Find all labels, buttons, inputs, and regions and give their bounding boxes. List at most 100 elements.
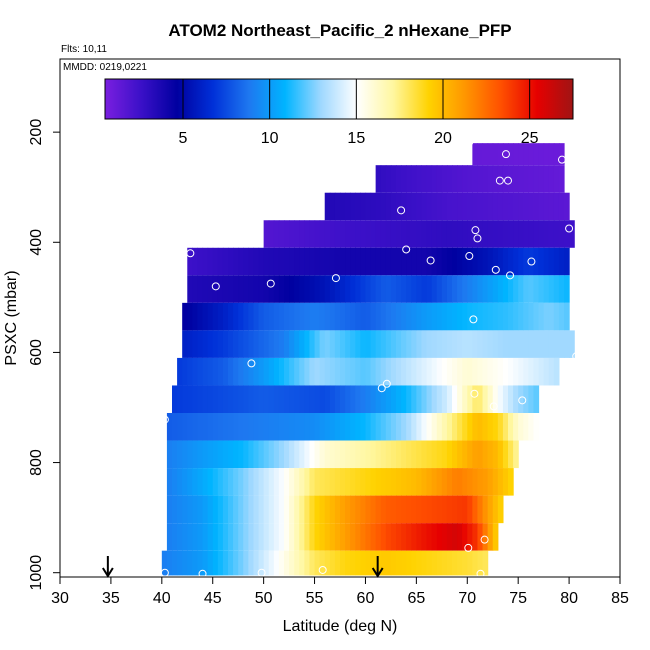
heatmap-cell (452, 412, 458, 441)
heatmap-cell (289, 468, 295, 496)
heatmap-cell (452, 468, 458, 496)
heatmap-cell (360, 302, 367, 331)
heatmap-cell (294, 523, 300, 551)
heatmap-cell (401, 275, 407, 303)
heatmap-cell (482, 192, 489, 221)
heatmap-cell (518, 385, 524, 413)
heatmap-cell (172, 440, 178, 469)
heatmap-cell (248, 495, 255, 524)
heatmap-cell (370, 550, 377, 576)
heatmap-cell (273, 468, 280, 496)
heatmap-cell (212, 247, 219, 276)
heatmap-cell (452, 330, 458, 358)
heatmap-cell (472, 275, 479, 303)
heatmap-cell (508, 220, 514, 248)
heatmap-cell (304, 385, 311, 413)
heatmap-cell (258, 247, 265, 276)
heatmap-cell (492, 523, 499, 551)
heatmap-cell (263, 247, 270, 276)
heatmap-cell (284, 357, 290, 386)
heatmap-cell (431, 412, 438, 441)
heatmap-cell (182, 468, 188, 496)
heatmap-cell (543, 143, 550, 166)
flights-annotation: Flts: 10,11 (61, 44, 107, 55)
heatmap-cell (319, 550, 326, 576)
heatmap-cell (365, 247, 372, 276)
heatmap-cell (258, 495, 265, 524)
sample-point (402, 245, 411, 254)
sample-point (469, 315, 478, 324)
heatmap-cell (487, 468, 494, 496)
heatmap-cell (426, 330, 433, 358)
heatmap-cell (355, 357, 361, 386)
heatmap-cell (396, 302, 402, 331)
heatmap-cell (319, 357, 326, 386)
heatmap-cell (228, 275, 234, 303)
heatmap-cell (314, 385, 321, 413)
heatmap-cell (553, 247, 560, 276)
heatmap-cell (390, 220, 397, 248)
heatmap-cell (284, 385, 290, 413)
heatmap-cell (284, 440, 290, 469)
sample-point (257, 568, 266, 577)
heatmap-cell (406, 302, 412, 331)
heatmap-cell (487, 143, 494, 166)
heatmap-cell (273, 247, 280, 276)
heatmap-cell (187, 412, 193, 441)
heatmap-cell (487, 302, 494, 331)
heatmap-cell (248, 302, 255, 331)
heatmap-cell (329, 468, 336, 496)
heatmap-cell (334, 275, 341, 303)
heatmap-cell (217, 468, 224, 496)
heatmap-cell (380, 550, 387, 576)
heatmap-cell (212, 550, 219, 576)
sample-point (572, 352, 581, 361)
heatmap-cell (187, 385, 193, 413)
heatmap-cell (487, 330, 494, 358)
heatmap-cell (411, 275, 417, 303)
heatmap-cell (197, 550, 204, 576)
heatmap-cell (492, 357, 499, 386)
heatmap-cell (538, 275, 545, 303)
heatmap-cell (416, 302, 423, 331)
heatmap-cell (502, 412, 509, 441)
heatmap-cell (345, 330, 351, 358)
heatmap-cell (375, 468, 382, 496)
heatmap-cell (329, 440, 336, 469)
heatmap-cell (441, 412, 448, 441)
heatmap-cell (238, 302, 244, 331)
heatmap-cell (538, 220, 545, 248)
heatmap-cell (222, 385, 229, 413)
heatmap-cell (508, 385, 514, 413)
heatmap-cell (238, 523, 244, 551)
heatmap-cell (355, 220, 361, 248)
heatmap-cell (446, 220, 453, 248)
heatmap-cell (222, 412, 229, 441)
heatmap-cell (365, 330, 372, 358)
heatmap-cell (350, 440, 356, 469)
heatmap-cell (553, 165, 560, 193)
heatmap-cell (207, 468, 214, 496)
heatmap-cell (329, 330, 336, 358)
heatmap-cell (355, 523, 361, 551)
heatmap-cell (268, 220, 275, 248)
y-tick-label: 600 (28, 339, 45, 366)
heatmap-cell (299, 275, 305, 303)
heatmap-cell (365, 192, 372, 221)
heatmap-cell (497, 468, 504, 496)
sample-point (186, 249, 195, 258)
heatmap-cell (202, 495, 209, 524)
heatmap-cell (314, 550, 321, 576)
heatmap-cell (508, 412, 514, 441)
heatmap-cell (528, 192, 535, 221)
heatmap-cell (523, 330, 529, 358)
heatmap-cell (497, 357, 504, 386)
heatmap-cell (187, 440, 193, 469)
heatmap-cell (390, 412, 397, 441)
heatmap-cell (518, 247, 524, 276)
heatmap-cell (340, 440, 346, 469)
heatmap-cell (421, 523, 428, 551)
heatmap-cell (492, 192, 499, 221)
heatmap-cell (370, 468, 377, 496)
heatmap-cell (243, 468, 249, 496)
